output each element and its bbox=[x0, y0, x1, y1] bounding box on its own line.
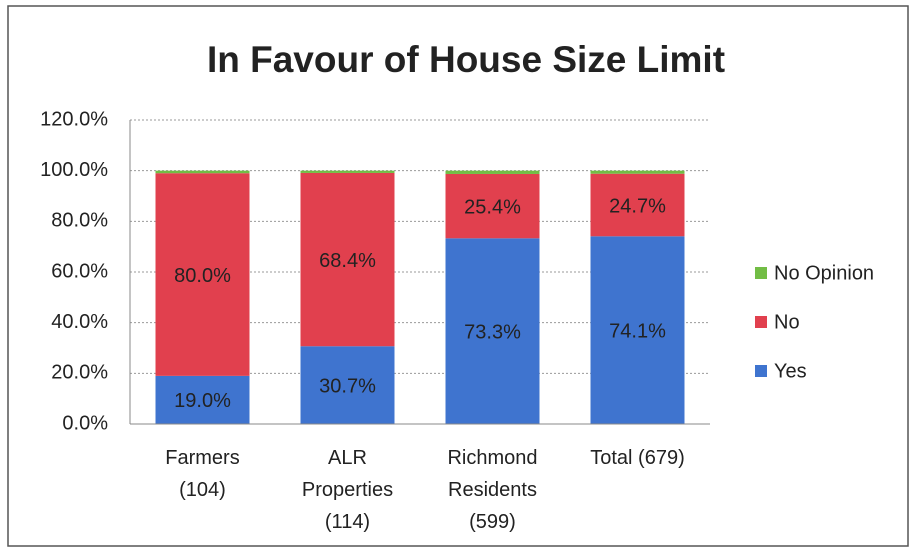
data-label: 19.0% bbox=[174, 390, 231, 412]
chart-title: In Favour of House Size Limit bbox=[207, 39, 725, 80]
data-label: 80.0% bbox=[174, 265, 231, 287]
bar-segment bbox=[590, 170, 685, 174]
legend-swatch bbox=[755, 316, 767, 328]
bar-segment bbox=[590, 236, 685, 424]
data-label: 25.4% bbox=[464, 196, 521, 218]
data-label: 30.7% bbox=[319, 375, 376, 397]
y-tick-label: 0.0% bbox=[62, 412, 108, 434]
bar-segment bbox=[445, 238, 540, 424]
data-label: 24.7% bbox=[609, 195, 666, 217]
data-label: 74.1% bbox=[609, 320, 666, 342]
y-tick-label: 40.0% bbox=[51, 311, 108, 333]
bar-segment bbox=[590, 173, 685, 237]
x-tick-label: Richmond Residents (599) bbox=[447, 447, 538, 533]
bar-segment bbox=[445, 170, 540, 174]
y-tick-label: 120.0% bbox=[40, 108, 108, 130]
legend-label: Yes bbox=[774, 360, 807, 382]
bar-segment bbox=[155, 170, 250, 174]
legend-swatch bbox=[755, 267, 767, 279]
x-tick-label: ALR Properties (114) bbox=[301, 447, 394, 533]
chart-frame bbox=[7, 5, 909, 547]
y-tick-label: 100.0% bbox=[40, 159, 108, 181]
x-tick-label: Total (679) bbox=[590, 447, 685, 469]
bar-segment bbox=[445, 173, 540, 239]
data-label: 68.4% bbox=[319, 250, 376, 272]
data-label: 73.3% bbox=[464, 321, 521, 343]
legend-label: No bbox=[774, 311, 800, 333]
bar-segment bbox=[300, 346, 395, 424]
y-tick-label: 60.0% bbox=[51, 260, 108, 282]
bar-segment bbox=[300, 172, 395, 347]
legend-swatch bbox=[755, 365, 767, 377]
y-tick-label: 20.0% bbox=[51, 362, 108, 384]
legend-label: No Opinion bbox=[774, 262, 874, 284]
bar-segment bbox=[300, 170, 395, 173]
bar-segment bbox=[155, 173, 250, 376]
y-tick-label: 80.0% bbox=[51, 210, 108, 232]
x-tick-label: Farmers (104) bbox=[165, 447, 240, 501]
bar-segment bbox=[155, 375, 250, 424]
